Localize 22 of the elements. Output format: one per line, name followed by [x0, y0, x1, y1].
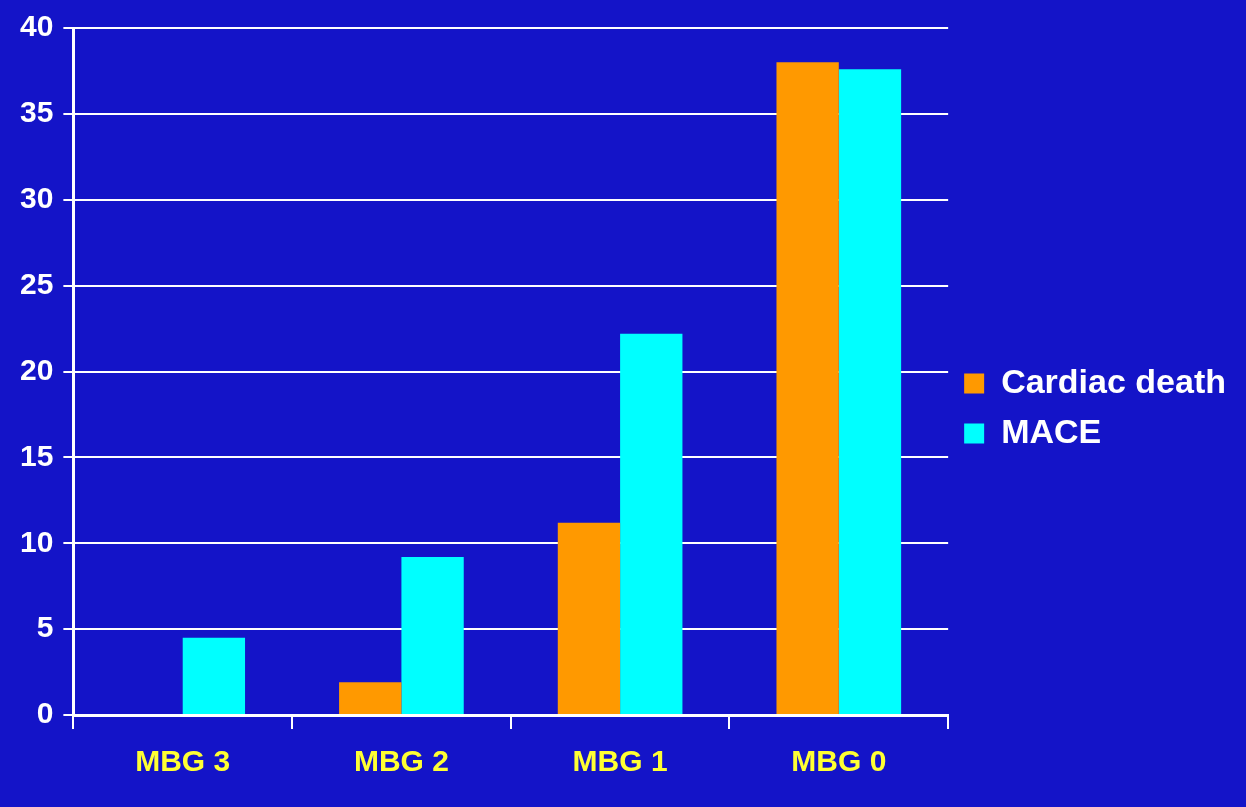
bar	[339, 682, 402, 714]
y-tick-label: 35	[19, 95, 54, 129]
x-tick-label: MBG 2	[353, 744, 449, 778]
y-tick-label: 10	[19, 524, 54, 558]
y-tick-label: 20	[19, 352, 54, 386]
x-tick-label: MBG 1	[572, 744, 668, 778]
y-tick-label: 30	[19, 181, 54, 215]
y-tick-label: 15	[19, 438, 54, 472]
legend-label: Cardiac death	[1001, 361, 1227, 400]
bar	[401, 556, 464, 714]
y-tick-label: 40	[19, 9, 54, 43]
y-tick-label: 5	[36, 610, 54, 644]
bar	[838, 69, 902, 714]
bar	[620, 333, 683, 714]
bar	[776, 62, 839, 714]
legend-label: MACE	[1001, 411, 1102, 450]
bar	[182, 637, 246, 714]
x-tick-label: MBG 0	[791, 744, 887, 778]
bar	[557, 522, 621, 714]
y-tick-label: 0	[36, 696, 54, 730]
y-tick-label: 25	[19, 266, 54, 300]
x-tick-label: MBG 3	[135, 744, 231, 778]
